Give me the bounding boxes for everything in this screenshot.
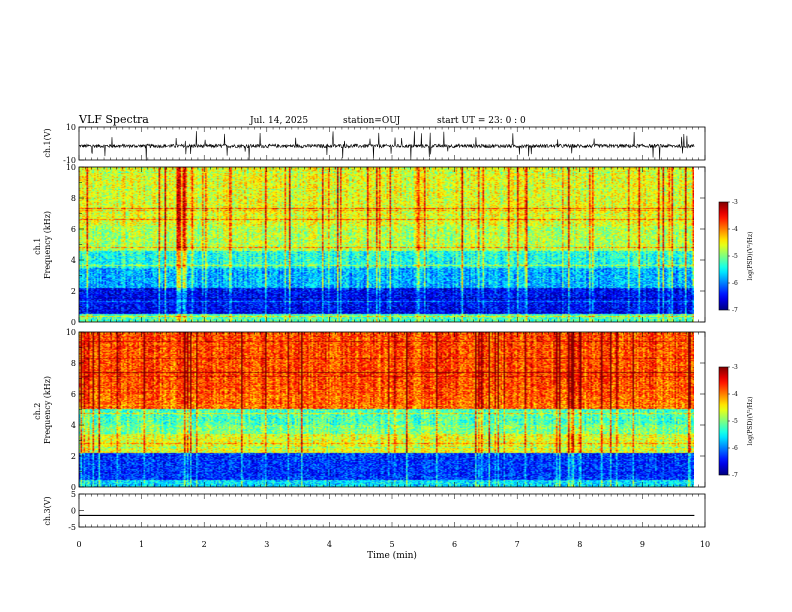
ch3-waveform-panel: 5 0 -5 ch.3(V) — [43, 490, 706, 532]
ch1-spectrogram-ylabel: ch.1 Frequency (kHz) — [33, 211, 52, 279]
ch1-colorbar: -3 -4 -5 -6 -7 log(PSD)(V²/Hz) — [718, 199, 754, 314]
ch2-frequency-ticks: 0 2 4 6 8 10 — [66, 328, 705, 492]
x-tick-label: 4 — [327, 540, 332, 549]
ch2-spectrogram-ylabel: ch.2 Frequency (kHz) — [33, 376, 52, 444]
x-tick-label: 0 — [76, 540, 81, 549]
time-axis-ticks — [78, 127, 706, 527]
station-label: station=OUJ — [343, 116, 401, 126]
date-label: Jul. 14, 2025 — [249, 116, 308, 126]
ch1-colorbar-label: log(PSD)(V²/Hz) — [747, 232, 754, 281]
ch1-spectrogram-panel: 0 2 4 6 8 10 ch.1 Frequency (kHz) -3 -4 -5 -6 -7 … — [33, 163, 754, 327]
ch1-spec-ytick-label: 2 — [71, 287, 76, 296]
x-tick-label: 8 — [577, 540, 582, 549]
ch1-spec-ytick-label: 0 — [71, 318, 76, 327]
ch2-frequency-label: Frequency (kHz) — [43, 376, 52, 444]
ch1-ytick-label: 10 — [66, 123, 76, 132]
ch1-spec-ytick-label: 10 — [66, 163, 76, 172]
ch2-colorbar-label: log(PSD)(V²/Hz) — [747, 397, 754, 446]
ch2-channel-label: ch.2 — [33, 403, 42, 420]
ch3-ytick-label: -5 — [68, 523, 76, 532]
ch2-spec-ytick-label: 4 — [71, 421, 76, 430]
time-axis-tick-labels: 0 1 2 3 4 5 6 7 8 9 10 — [76, 540, 710, 549]
ch1-spec-ytick-label: 4 — [71, 256, 76, 265]
ch2-spectrogram-image — [79, 332, 694, 487]
x-tick-label: 7 — [515, 540, 520, 549]
ch1-ytick-label: -10 — [63, 156, 76, 165]
figure-title: VLF Spectra — [78, 113, 149, 126]
x-tick-label: 3 — [264, 540, 269, 549]
ch1-colorbar-ticks: -3 -4 -5 -6 -7 — [728, 199, 738, 314]
ch3-ytick-label: 5 — [71, 490, 76, 499]
x-axis-label: Time (min) — [367, 550, 417, 561]
ch2-spec-ytick-label: 2 — [71, 452, 76, 461]
ch1-frequency-label: Frequency (kHz) — [43, 211, 52, 279]
start-ut-label: start UT = 23: 0 : 0 — [437, 116, 526, 126]
x-tick-label: 6 — [452, 540, 457, 549]
x-tick-label: 1 — [139, 540, 144, 549]
x-tick-label: 5 — [389, 540, 394, 549]
ch1-frequency-ticks: 0 2 4 6 8 10 — [66, 163, 705, 327]
ch2-colorbar-tick-label: -5 — [732, 418, 738, 425]
ch2-colorbar-tick-label: -3 — [732, 364, 738, 371]
ch2-spec-ytick-label: 0 — [71, 483, 76, 492]
ch3-y-ticks: 5 0 -5 — [68, 490, 84, 532]
ch1-y-ticks: 10 -10 — [63, 123, 84, 165]
ch1-spec-ytick-label: 6 — [71, 225, 76, 234]
x-tick-label: 2 — [202, 540, 207, 549]
ch2-spec-ytick-label: 10 — [66, 328, 76, 337]
ch2-spec-ytick-label: 6 — [71, 390, 76, 399]
ch1-waveform-line — [78, 131, 695, 161]
ch2-colorbar-tick-label: -4 — [732, 391, 738, 398]
ch1-ylabel: ch.1(V) — [43, 128, 52, 157]
ch1-spectrogram-image — [79, 167, 694, 322]
ch2-colorbar: -3 -4 -5 -6 -7 log(PSD)(V²/Hz) — [718, 364, 754, 479]
ch1-colorbar-tick-label: -7 — [732, 307, 738, 314]
ch3-ytick-label: 0 — [71, 507, 76, 516]
ch2-spectrogram-panel: 0 2 4 6 8 10 ch.2 Frequency (kHz) -3 -4 -5 -6 -7 … — [33, 328, 754, 492]
ch1-spec-ytick-label: 8 — [71, 194, 76, 203]
ch1-colorbar-tick-label: -4 — [732, 226, 738, 233]
ch2-spec-ytick-label: 8 — [71, 359, 76, 368]
ch2-colorbar-ticks: -3 -4 -5 -6 -7 — [728, 364, 738, 479]
ch1-colorbar-tick-label: -3 — [732, 199, 738, 206]
ch1-colorbar-tick-label: -6 — [732, 280, 738, 287]
ch1-colorbar-tick-label: -5 — [732, 253, 738, 260]
ch2-colorbar-tick-label: -6 — [732, 445, 738, 452]
ch2-colorbar-tick-label: -7 — [732, 472, 738, 479]
x-tick-label: 9 — [640, 540, 645, 549]
ch3-ylabel: ch.3(V) — [43, 496, 52, 525]
ch1-channel-label: ch.1 — [33, 238, 42, 255]
ch1-waveform-panel: 10 -10 ch.1(V) — [43, 123, 706, 165]
x-tick-label: 10 — [700, 540, 710, 549]
